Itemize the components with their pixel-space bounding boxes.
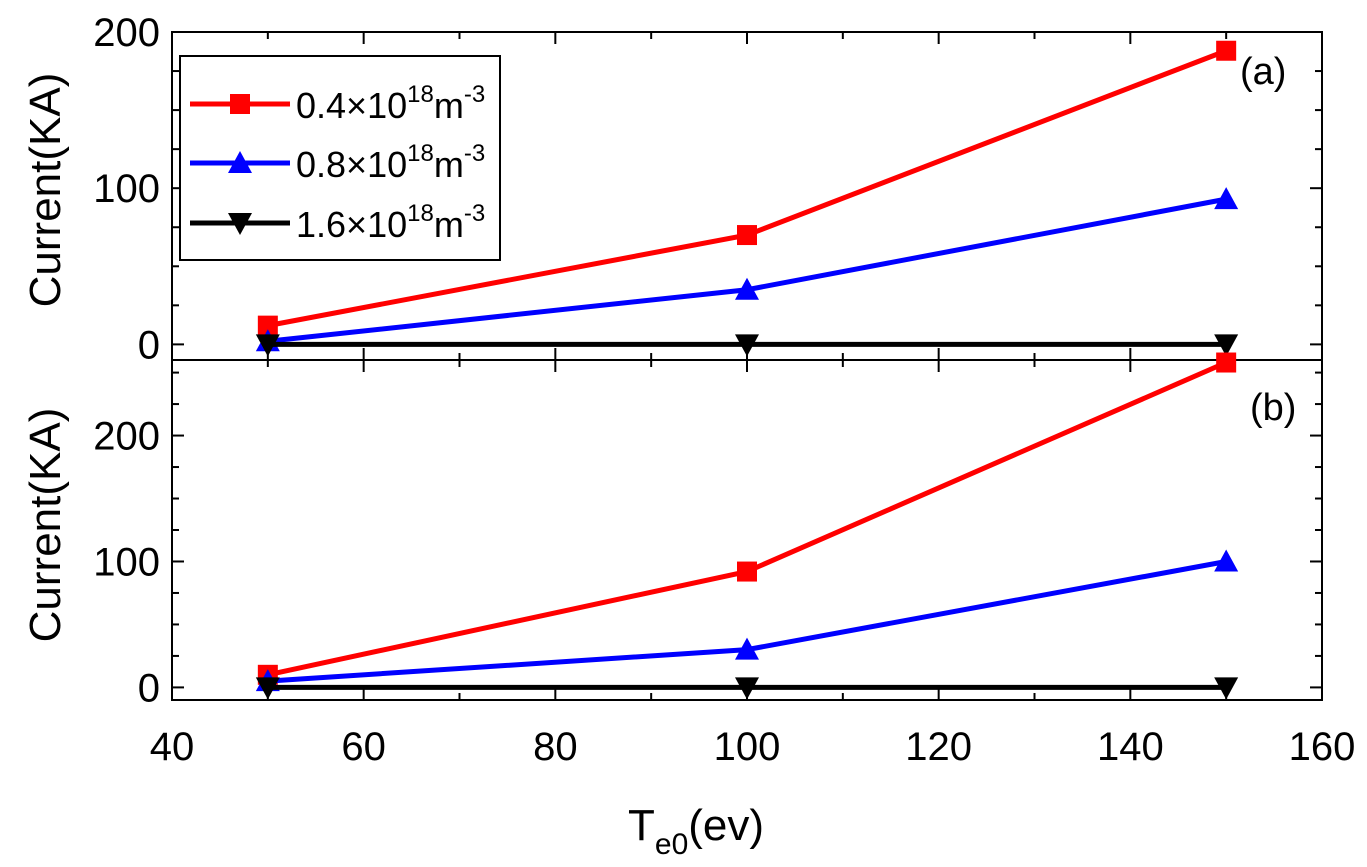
panel-b-y-tick-label: 0 [138,666,160,710]
legend-entry-2: 0.8×1018m-3 [190,140,485,185]
legend-label-3: 1.6×1018m-3 [296,200,485,245]
x-tick-label: 160 [1289,725,1356,769]
panel-a-series-3-point-3 [1214,334,1239,357]
panel-a-y-axis-label: Current(KA) [21,73,70,308]
legend-marker-triangle-up [228,151,252,173]
panel-b: 0 100 200 [93,352,1323,710]
panel-b-series-2-point-3 [1214,549,1239,572]
panel-a-y-tick-label: 0 [138,323,160,367]
panel-a: 0 100 200 [93,11,1323,367]
x-axis-label-base: T [628,801,655,850]
x-tick-label: 60 [341,725,386,769]
legend-entry-1: 0.4×1018m-3 [190,81,485,126]
panel-b-series-3-point-2 [735,677,759,700]
x-axis-label-rest: (ev) [688,801,764,850]
panel-b-series-1-point-3 [1216,352,1237,373]
panel-a-label: (a) [1240,51,1286,93]
legend-label-1: 0.4×1018m-3 [296,81,485,126]
panel-b-series-2-point-2 [735,637,759,660]
x-tick-label: 140 [1097,725,1164,769]
panel-b-y-tick-label: 100 [93,540,160,584]
panel-b-y-axis-label: Current(KA) [21,408,70,643]
panel-a-series-1-point-1 [257,315,278,336]
legend-entry-3: 1.6×1018m-3 [190,200,485,245]
panel-b-series-3-point-3 [1214,677,1239,700]
panel-a-series-3-point-1 [255,334,280,357]
panel-b-label: (b) [1250,387,1296,429]
x-tick-label: 100 [714,725,781,769]
panel-a-series-2-point-2 [735,277,759,300]
x-tick-label: 80 [533,725,578,769]
panel-b-series-1-point-2 [737,561,757,582]
panel-b-series-line-1 [267,360,1228,678]
legend: 0.4×1018m-3 0.8×1018m-3 1.6×1018m-3 [179,55,501,261]
x-axis-tick-labels: 40 60 80 100 120 140 160 [150,725,1356,769]
panel-a-series-3-point-2 [735,334,759,357]
panel-b-series-3-point-1 [255,677,280,700]
panel-a-y-tick-label: 200 [93,11,160,55]
panel-a-y-tick-label: 100 [93,167,160,211]
panel-a-series-2-point-3 [1214,187,1239,210]
legend-label-2: 0.8×1018m-3 [296,140,485,185]
legend-box [179,55,501,261]
x-axis-label-sub: e0 [655,828,688,861]
x-axis-label: Te0(ev) [628,801,764,861]
legend-marker-square [230,94,250,114]
legend-marker-triangle-down [228,213,252,235]
panel-a-series-1-point-2 [737,225,757,246]
panel-a-series-1-point-3 [1216,40,1237,61]
x-tick-label: 40 [150,725,195,769]
panel-b-y-tick-label: 200 [93,415,160,459]
x-tick-label: 120 [905,725,972,769]
